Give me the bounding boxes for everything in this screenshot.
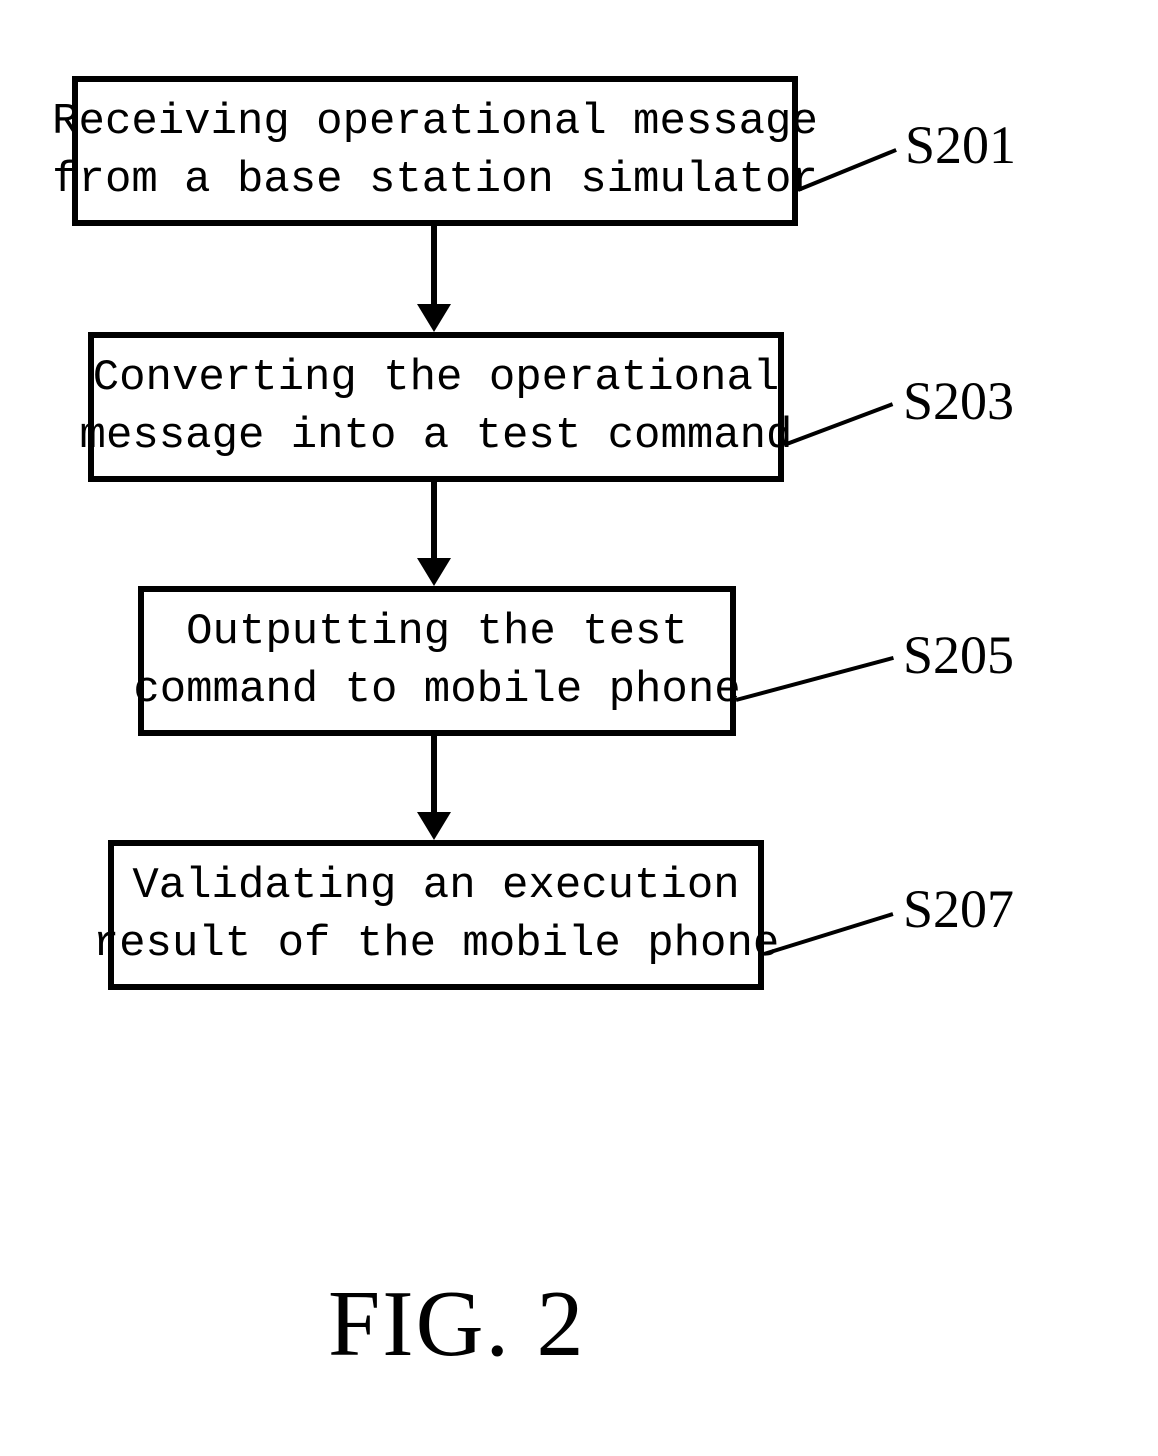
- step-text-line2: message into a test command: [80, 407, 793, 465]
- step-text-line2: from a base station simulator: [52, 151, 818, 209]
- flowchart-canvas: Receiving operational message from a bas…: [0, 0, 1158, 1456]
- step-box-s207: Validating an execution result of the mo…: [108, 840, 764, 990]
- arrowhead-2: [417, 558, 451, 586]
- step-label-s205: S205: [903, 624, 1014, 686]
- leader-line-s203: [783, 402, 893, 447]
- step-text-line2: result of the mobile phone: [93, 915, 780, 973]
- arrow-line-1: [431, 226, 437, 304]
- leader-line-s205: [735, 656, 893, 702]
- arrow-line-3: [431, 736, 437, 812]
- arrowhead-3: [417, 812, 451, 840]
- step-label-s201: S201: [905, 114, 1016, 176]
- arrow-line-2: [431, 482, 437, 558]
- step-label-s207: S207: [903, 878, 1014, 940]
- step-text-line1: Receiving operational message: [52, 93, 818, 151]
- step-label-s203: S203: [903, 370, 1014, 432]
- step-text-line1: Converting the operational: [93, 349, 780, 407]
- step-text-line1: Validating an execution: [132, 857, 739, 915]
- step-text-line2: command to mobile phone: [133, 661, 740, 719]
- leader-line-s207: [763, 912, 893, 956]
- step-box-s205: Outputting the test command to mobile ph…: [138, 586, 736, 736]
- arrowhead-1: [417, 304, 451, 332]
- step-box-s201: Receiving operational message from a bas…: [72, 76, 798, 226]
- step-box-s203: Converting the operational message into …: [88, 332, 784, 482]
- figure-caption: FIG. 2: [328, 1270, 585, 1378]
- step-text-line1: Outputting the test: [186, 603, 688, 661]
